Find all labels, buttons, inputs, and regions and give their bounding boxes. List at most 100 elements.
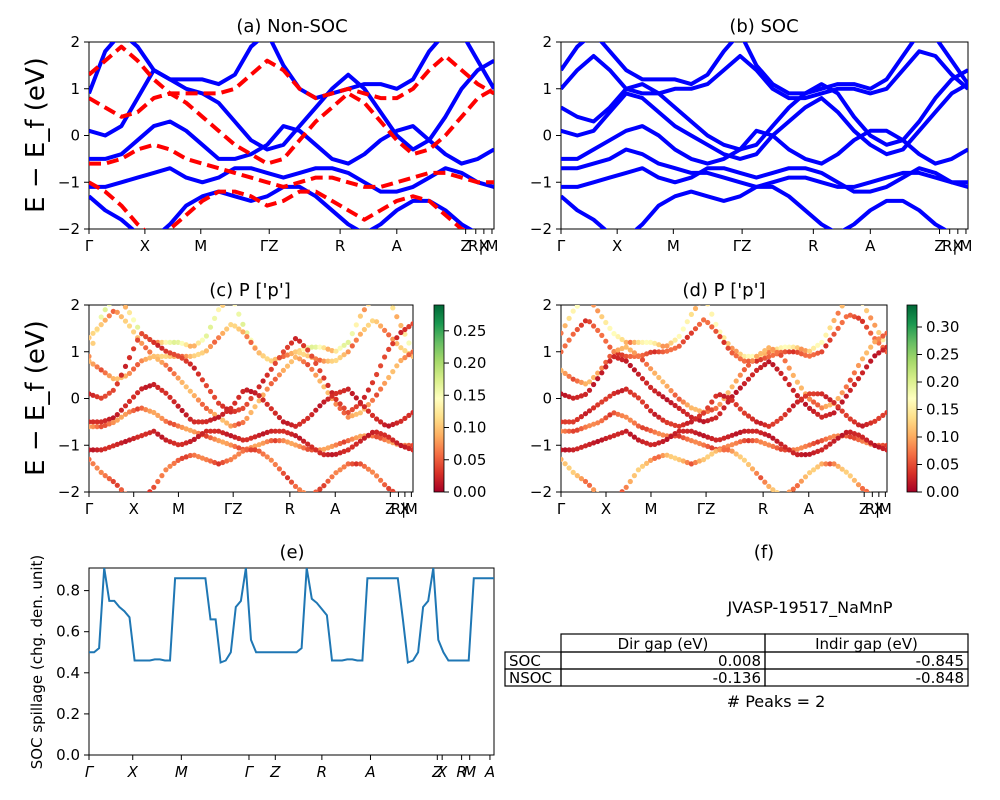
panel-c-point [171,351,177,357]
panel-c-point [123,491,128,492]
panel-c-point [98,424,104,430]
panel-c-point [171,399,177,405]
panel-d-point [595,402,601,408]
panel-d-point [790,372,796,378]
panel-d-point [790,349,796,355]
panel-d-point [648,339,654,345]
panel-d-point [709,407,715,413]
panel-d-point [570,395,576,401]
panel-d-point [774,366,780,372]
panel-c-point [98,367,104,373]
panel-c-point [292,483,299,489]
panel-c-point [163,390,169,396]
panel-d-point [831,438,837,444]
panel-c-point [126,323,133,329]
panel-d-point [839,432,845,438]
peaks-count: # Peaks = 2 [727,692,826,711]
panel-d-point [566,447,572,453]
panel-d-point [859,423,866,429]
panel-c-point [195,351,201,357]
panel-d-point [880,445,886,452]
panel-c-point [272,356,278,362]
panel-c-point [264,401,270,407]
panel-c-point [179,379,185,385]
panel-c-point [297,435,303,441]
panel-c-point [216,438,222,444]
panel-c-point [317,486,323,492]
panel-d-point [713,328,719,334]
panel-d-point [656,440,662,446]
panel-d-point [709,451,715,457]
panel-d-point [607,434,613,440]
panel-d-point [729,350,735,356]
panel-c-point [365,387,371,393]
panel-d-point [627,339,633,345]
panel-a-xtick-label: X [479,237,489,255]
panel-c-point [297,356,303,362]
panel-d-xtick-label: R| [865,500,880,518]
panel-c-point [98,322,104,328]
panel-c-point [345,386,351,392]
panel-c-point [131,394,137,400]
panel-d-point [721,393,727,399]
panel-d-point [745,438,752,444]
panel-d-point [745,461,752,468]
panel-b-band-line [561,184,948,229]
panel-c-point [139,498,144,503]
panel-c-point [309,444,315,450]
panel-c-point [207,324,214,330]
panel-c-point [292,354,299,360]
panel-c-point [244,437,250,443]
panel-a-xtick-label: Z [461,237,471,255]
panel-d-point [672,402,678,409]
panel-c-point [143,407,149,413]
panel-d-point [786,381,792,388]
table-cell: Indir gap (eV) [815,635,918,653]
panel-d-point [615,355,621,361]
panel-c-point [276,355,282,361]
panel-d-ytick-label: −1 [530,436,552,454]
panel-c-point [333,442,339,448]
panel-c-point [272,360,278,366]
panel-c-point [90,392,96,398]
panel-d-colorbar: 0.00 0.05 0.10 0.15 0.20 0.25 0.30 [906,304,959,501]
panel-c-point [341,352,347,358]
panel-d-point [811,399,817,405]
panel-d-point [578,426,585,432]
panel-d-point [807,442,813,448]
panel-b-band-line [561,68,968,152]
panel-d-point [648,428,654,434]
panel-d-point [676,343,682,349]
panel-d-point [586,441,593,447]
panel-d-point [807,451,813,457]
panel-c-point [386,423,392,429]
panel-c-point [313,407,319,413]
panel-c-colorbar: 0.00 0.05 0.10 0.15 0.20 0.25 [433,304,486,501]
panel-d-point [766,442,772,448]
panel-c-point [357,461,363,467]
panel-c-point [325,396,331,402]
panel-c-point [297,443,303,449]
panel-c-point [268,428,274,434]
panel-c-point [248,409,254,416]
panel-c-point [94,326,100,332]
panel-d-point [855,432,862,438]
panel-d-point [570,428,576,434]
panel-c-point [147,349,153,355]
panel-c-point [151,428,157,434]
panel-d-point [839,305,845,309]
panel-d-point [762,422,768,428]
panel-c-point [240,388,246,395]
panel-d-point [652,340,658,346]
panel-d-point [859,438,866,444]
panel-c-point [114,417,120,423]
panel-c-point [313,372,319,378]
panel-c-point [179,455,185,461]
panel-d-point [807,348,813,354]
panel-c-point [398,329,404,336]
panel-d-point [819,447,825,453]
panel-c-point [284,363,291,369]
panel-d-point [574,416,580,423]
panel-d-point [644,351,650,357]
